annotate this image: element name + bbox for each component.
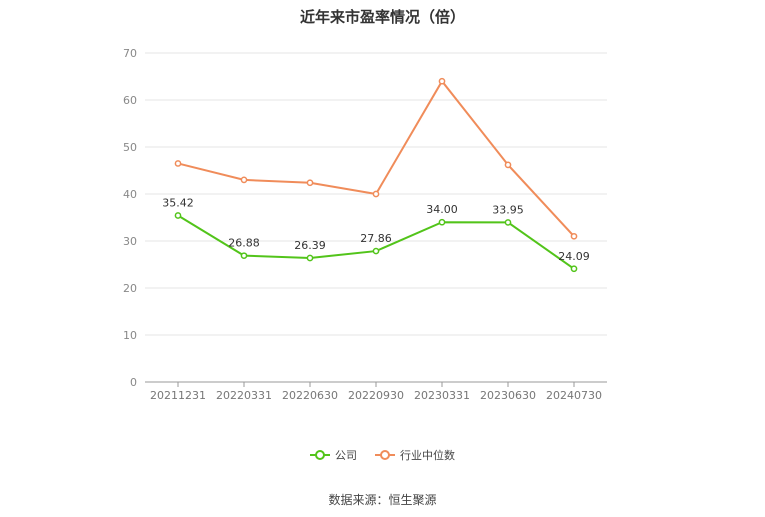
legend-label: 公司: [335, 449, 357, 462]
data-label: 26.88: [228, 237, 260, 250]
series-lines: [174, 77, 578, 273]
data-label: 27.86: [360, 232, 392, 245]
legend: 公司 行业中位数: [0, 447, 765, 463]
data-point: [174, 160, 182, 167]
data-point: [438, 77, 446, 85]
x-tick-label: 20211231: [150, 389, 206, 402]
y-tick-label: 30: [123, 235, 137, 248]
data-label: 34.00: [426, 203, 458, 216]
x-tick-label: 20220630: [282, 389, 338, 402]
data-point: [174, 212, 182, 219]
data-point: [438, 218, 446, 226]
y-tick-label: 0: [130, 376, 137, 389]
data-point: [570, 232, 578, 240]
y-tick-label: 60: [123, 94, 137, 107]
data-label: 26.39: [294, 239, 326, 252]
data-point: [570, 265, 578, 273]
data-point: [372, 247, 380, 255]
data-point: [306, 254, 314, 262]
x-tick-label: 20230630: [480, 389, 536, 402]
y-tick-label: 40: [123, 188, 137, 201]
data-label: 33.95: [492, 203, 524, 216]
data-point: [504, 219, 512, 226]
legend-swatch-icon: [375, 450, 395, 460]
data-point: [504, 161, 512, 169]
data-point: [372, 190, 380, 198]
y-tick-label: 50: [123, 141, 137, 154]
data-labels: 35.42 26.88 26.39 27.86 34.00 33.95 24.09: [162, 197, 590, 263]
data-point: [306, 179, 314, 187]
legend-item[interactable]: 公司: [310, 447, 357, 463]
legend-label: 行业中位数: [400, 449, 455, 462]
chart-title: 近年来市盈率情况（倍）: [299, 8, 465, 26]
legend-swatch-icon: [310, 450, 330, 460]
legend-item[interactable]: 行业中位数: [375, 447, 455, 463]
x-tick-label: 20230331: [414, 389, 470, 402]
data-point: [240, 252, 248, 260]
x-tick-label: 20220331: [216, 389, 272, 402]
axes: 0 10 20 30 40 50 60 70 20211231 20220331 20220630 2…: [123, 47, 607, 402]
data-point: [240, 176, 248, 184]
data-label: 24.09: [558, 250, 590, 263]
y-tick-label: 70: [123, 47, 137, 60]
x-tick-label: 20240730: [546, 389, 602, 402]
data-label: 35.42: [162, 197, 194, 210]
y-tick-label: 20: [123, 282, 137, 295]
y-tick-label: 10: [123, 329, 137, 342]
source-note: 数据来源：恒生聚源: [328, 493, 437, 507]
x-tick-label: 20220930: [348, 389, 404, 402]
